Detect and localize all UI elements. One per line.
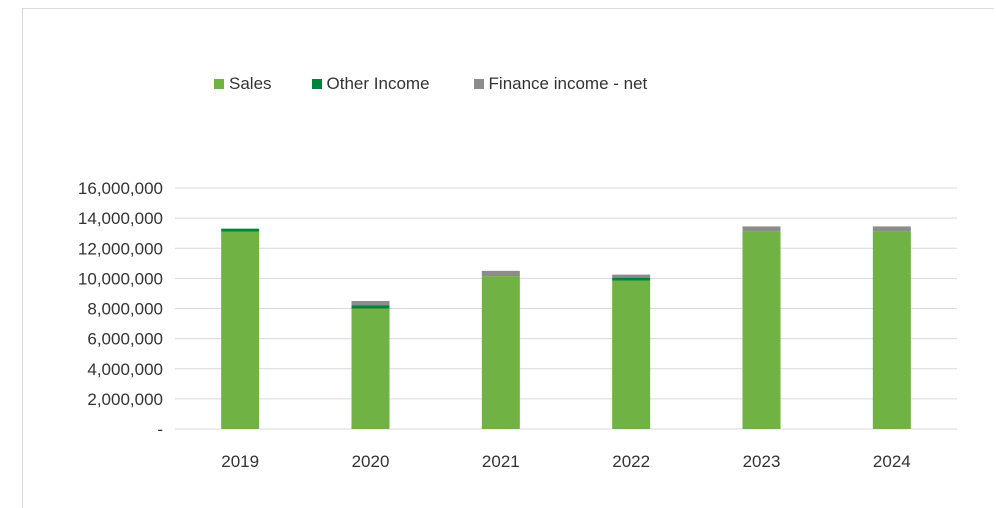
x-tick-label: 2020 [352,452,390,471]
x-tick-label: 2022 [612,452,650,471]
bar-segment [612,277,651,281]
x-tick-label: 2023 [743,452,781,471]
x-tick-label: 2024 [873,452,911,471]
legend-swatch-sales [214,79,224,89]
legend-label-other-income: Other Income [326,74,430,93]
legend-label-finance-income: Finance income - net [488,74,648,93]
legend-item-sales: Sales [214,74,272,94]
bar-segment [872,231,911,429]
legend-item-other-income: Other Income [311,74,430,94]
bar-segment [351,308,390,429]
bar-segment [221,228,260,232]
y-tick-label: 6,000,000 [87,330,163,349]
bar-segment [742,226,781,232]
y-tick-label: 8,000,000 [87,300,163,319]
legend-swatch-other-income [311,79,322,89]
bar-segment [872,226,911,232]
bar-segment [351,300,390,306]
bar-segment [221,231,260,429]
chart-legend: Sales Other Income Finance income - net [214,74,687,94]
y-tick-label: 4,000,000 [87,360,163,379]
y-tick-label: 2,000,000 [87,390,163,409]
legend-label-sales: Sales [229,74,272,93]
bar-segment [481,276,520,429]
bar-segment [351,305,390,309]
bar-segment [612,274,651,278]
bar-segment [612,280,651,429]
y-tick-label: - [157,420,163,439]
x-tick-label: 2021 [482,452,520,471]
x-tick-label: 2019 [221,452,259,471]
chart-frame [22,8,994,508]
y-tick-label: 10,000,000 [78,269,163,288]
y-tick-label: 16,000,000 [78,179,163,198]
y-tick-label: 14,000,000 [78,209,163,228]
bar-segment [481,270,520,277]
legend-item-finance-income: Finance income - net [473,74,648,94]
bar-segment [742,231,781,429]
y-tick-label: 12,000,000 [78,239,163,258]
legend-swatch-finance-income [473,79,484,89]
